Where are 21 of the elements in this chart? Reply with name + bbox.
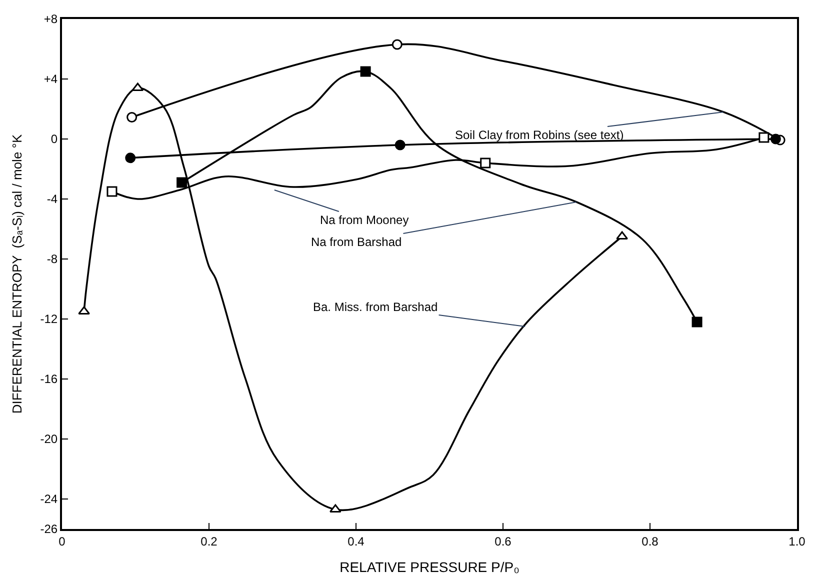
y-tick-label: -26	[40, 522, 58, 536]
annotation: Ba. Miss. from Barshad	[313, 300, 438, 314]
y-tick-label: +4	[44, 72, 58, 86]
y-tick-label: +8	[44, 12, 58, 26]
x-tick-label: 1.0	[788, 534, 806, 548]
x-axis-title: RELATIVE PRESSURE P/P₀	[340, 559, 520, 576]
y-tick-label: -4	[46, 192, 58, 206]
x-tick-label: 0.6	[494, 534, 512, 548]
y-tick-label: -20	[40, 432, 58, 446]
y-tick-label: -24	[40, 492, 58, 506]
x-tick-label: 0.2	[200, 534, 218, 548]
annotation: Na from Barshad	[311, 235, 402, 249]
annotation: Na from Mooney	[320, 213, 409, 227]
x-tick-label: 0.8	[642, 534, 659, 548]
x-tick-label: 0.4	[348, 534, 365, 548]
y-tick-label: -8	[46, 252, 58, 266]
y-tick-label: -12	[40, 312, 58, 326]
annotation: Soil Clay from Robins (see text)	[455, 128, 624, 142]
y-tick-label: 0	[50, 132, 58, 146]
y-axis-title: DIFFERENTIAL ENTROPY (Sₐ-Sₗ) cal / mole °K	[10, 134, 25, 414]
y-tick-label: -16	[40, 372, 58, 386]
